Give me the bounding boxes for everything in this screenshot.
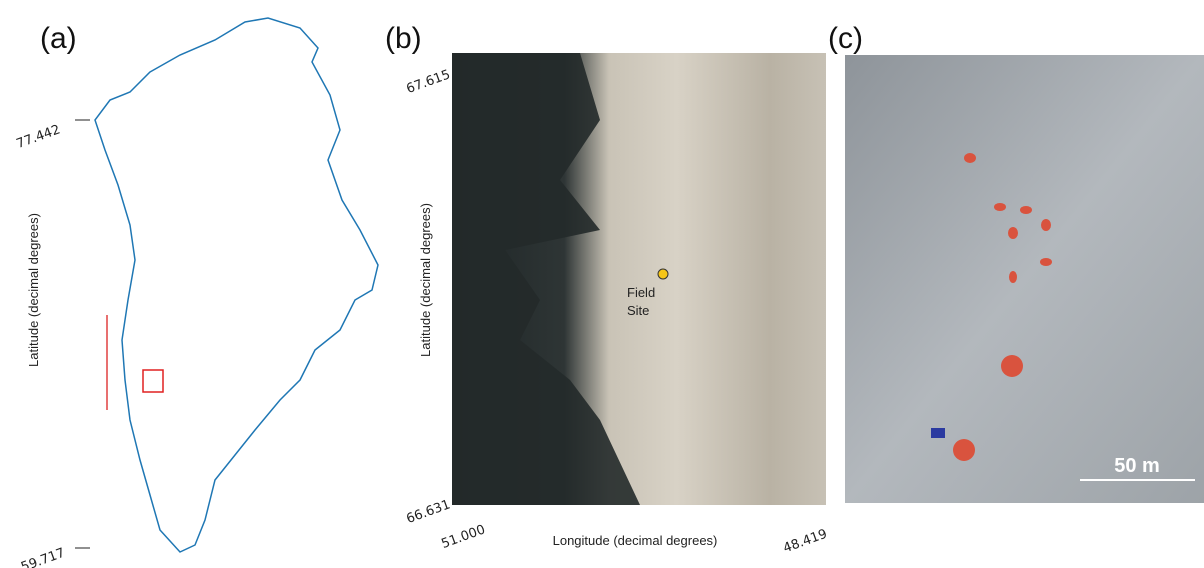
panel-label: (c)	[828, 22, 863, 55]
lat-tick-label: 67.615	[404, 67, 452, 97]
lon-tick-label: 48.419	[781, 527, 829, 557]
greenland-outline	[94, 17, 379, 553]
site-box	[142, 369, 164, 393]
y-axis-label: Latitude (decimal degrees)	[418, 203, 433, 357]
tents	[953, 153, 1052, 461]
lat-tick-label: 59.717	[19, 546, 67, 568]
x-axis-label: Longitude (decimal degrees)	[553, 533, 718, 548]
annotation: Field	[627, 285, 655, 300]
aerial-photo	[845, 55, 1204, 503]
lat-tick-label: 66.631	[404, 497, 452, 527]
annotation: Site	[627, 303, 649, 318]
lat-tick-label: 77.442	[14, 122, 62, 152]
land-area	[452, 53, 640, 505]
blue-tent	[931, 428, 945, 438]
scale-bar-label: 50 m	[1114, 455, 1160, 477]
lon-tick-label: 51.000	[439, 522, 487, 552]
field-site-marker	[657, 268, 669, 280]
panel-label: (b)	[385, 22, 422, 55]
y-axis-label: Latitude (decimal degrees)	[26, 213, 41, 367]
panel-label: (a)	[40, 22, 77, 55]
